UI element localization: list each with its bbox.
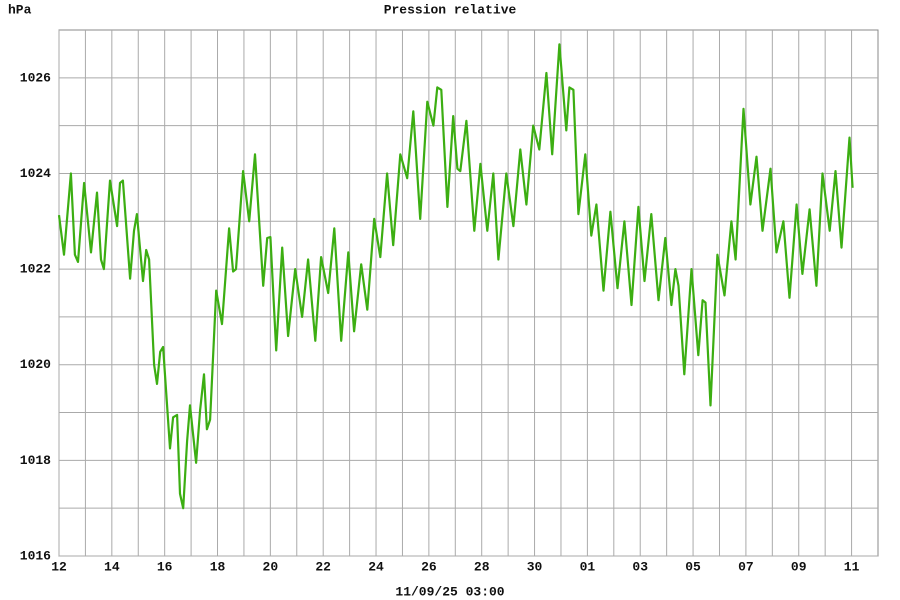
x-tick-label: 12 (51, 559, 67, 574)
x-tick-label: 22 (315, 559, 331, 574)
x-tick-label: 20 (263, 559, 279, 574)
chart-title: Pression relative (384, 2, 517, 17)
x-tick-label: 18 (210, 559, 226, 574)
x-tick-label: 28 (474, 559, 490, 574)
x-tick-label: 09 (791, 559, 807, 574)
x-tick-label: 24 (368, 559, 384, 574)
y-tick-label: 1016 (20, 548, 51, 563)
y-tick-label: 1020 (20, 357, 51, 372)
x-tick-label: 26 (421, 559, 437, 574)
x-tick-label: 07 (738, 559, 754, 574)
x-tick-label: 11 (844, 559, 860, 574)
y-axis-label: hPa (8, 2, 32, 17)
y-tick-label: 1026 (20, 70, 51, 85)
x-tick-label: 14 (104, 559, 120, 574)
y-tick-label: 1024 (20, 166, 51, 181)
plot-frame (58, 29, 879, 557)
x-tick-label: 16 (157, 559, 173, 574)
y-tick-label: 1022 (20, 262, 51, 277)
y-tick-label: 1018 (20, 453, 51, 468)
x-tick-label: 03 (632, 559, 648, 574)
data-line (57, 43, 854, 510)
x-tick-label: 30 (527, 559, 543, 574)
x-tick-label: 05 (685, 559, 701, 574)
x-axis-label: 11/09/25 03:00 (395, 584, 504, 599)
x-tick-label: 01 (580, 559, 596, 574)
